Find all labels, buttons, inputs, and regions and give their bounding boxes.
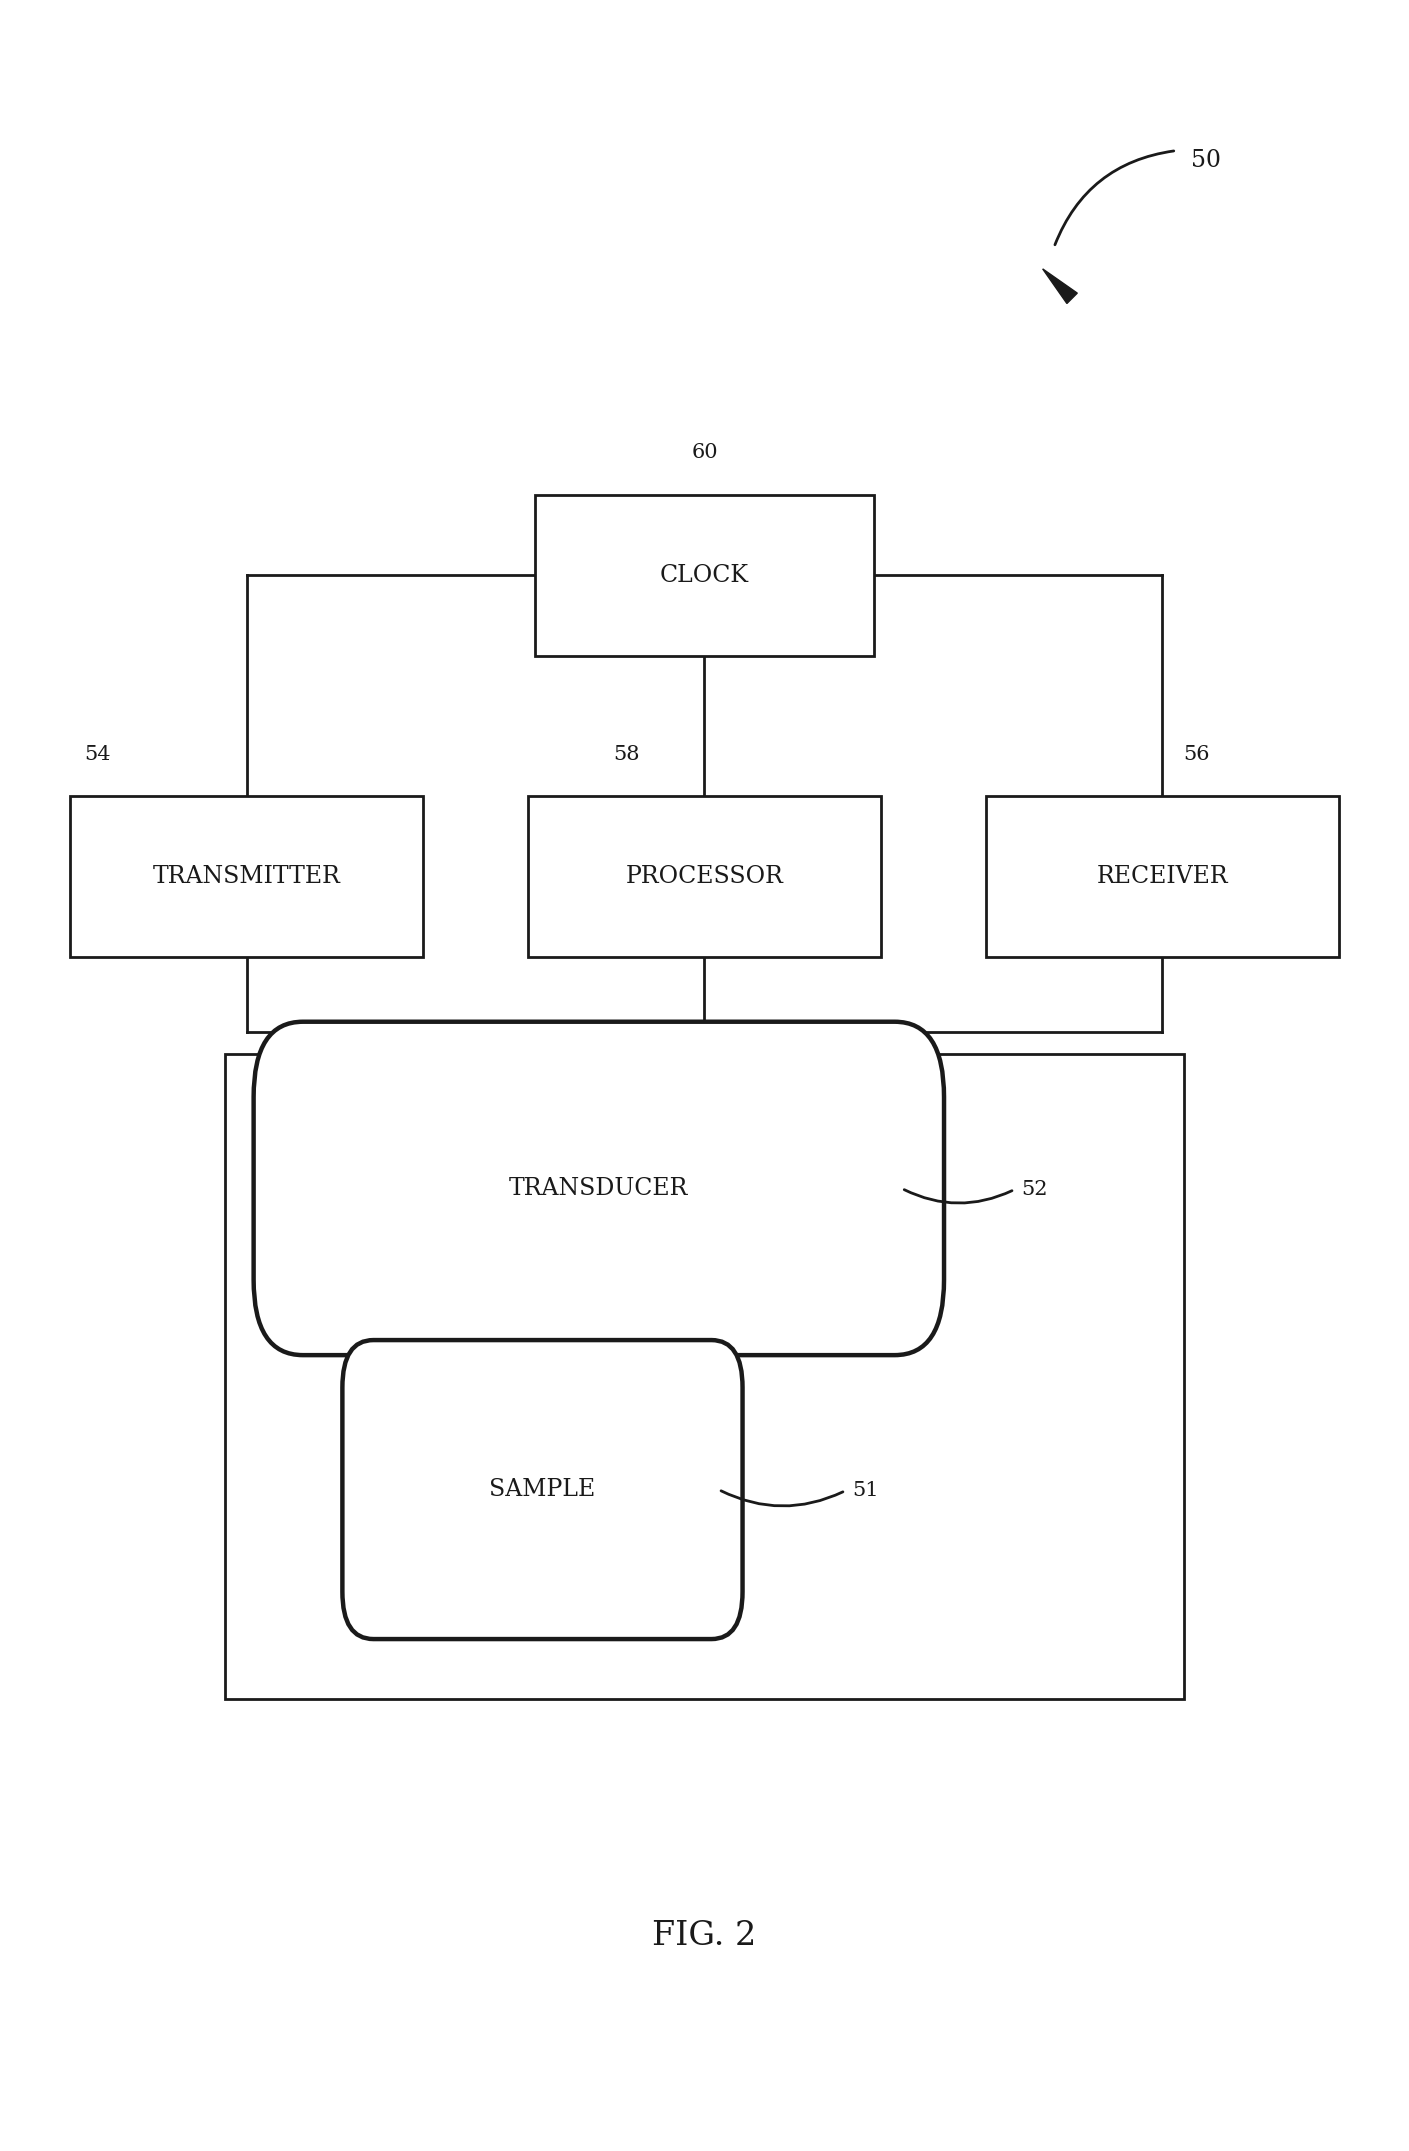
FancyBboxPatch shape [254, 1022, 944, 1355]
Text: 56: 56 [1184, 744, 1210, 764]
Text: 50: 50 [1191, 148, 1220, 172]
FancyBboxPatch shape [342, 1340, 743, 1639]
Text: 51: 51 [852, 1482, 879, 1499]
Polygon shape [1043, 269, 1078, 303]
Text: SAMPLE: SAMPLE [489, 1478, 596, 1501]
Text: RECEIVER: RECEIVER [1096, 865, 1229, 888]
Text: 52: 52 [1022, 1181, 1048, 1198]
Text: 58: 58 [613, 744, 640, 764]
FancyBboxPatch shape [225, 1054, 1184, 1699]
Text: 54: 54 [85, 744, 111, 764]
FancyBboxPatch shape [986, 796, 1339, 957]
Text: TRANSMITTER: TRANSMITTER [152, 865, 341, 888]
FancyBboxPatch shape [528, 796, 881, 957]
FancyBboxPatch shape [535, 495, 874, 656]
Text: CLOCK: CLOCK [659, 564, 750, 587]
Text: 60: 60 [692, 443, 717, 462]
Text: PROCESSOR: PROCESSOR [626, 865, 783, 888]
Text: TRANSDUCER: TRANSDUCER [509, 1177, 689, 1200]
Text: FIG. 2: FIG. 2 [652, 1921, 757, 1951]
FancyBboxPatch shape [70, 796, 423, 957]
